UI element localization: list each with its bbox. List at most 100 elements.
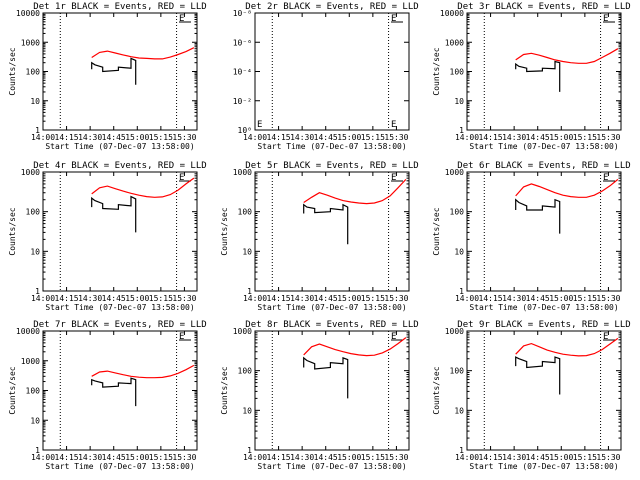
y-axis-label: Counts/sec (220, 207, 229, 255)
x-tick-label: 14:45 (102, 453, 126, 462)
y-tick-label: 10⁰ (238, 126, 252, 135)
x-tick-label: 14:00 (455, 453, 479, 462)
x-axis-label: Start Time (07-Dec-07 13:58:00) (257, 303, 406, 312)
x-tick-label: 15:15 (573, 453, 597, 462)
y-tick-label: 100 (26, 208, 41, 217)
legend-glyph: E (179, 14, 184, 24)
legend-glyph: E (603, 332, 608, 342)
y-tick-label: 100 (238, 208, 253, 217)
x-tick-label: 14:00 (243, 453, 267, 462)
x-tick-label: 15:30 (172, 133, 196, 142)
x-tick-label: 15:15 (149, 294, 173, 303)
y-tick-label: 10 (454, 247, 464, 256)
x-tick-label: 14:15 (55, 453, 79, 462)
series-line-lld (303, 337, 407, 357)
x-tick-label: 14:15 (267, 133, 291, 142)
y-tick-label: 10 (30, 247, 40, 256)
x-tick-label: 15:15 (149, 453, 173, 462)
panel-title: Det 7r BLACK = Events, RED = LLD (33, 320, 206, 330)
axes-frame (42, 12, 198, 131)
y-tick-label: 1 (459, 446, 464, 455)
x-tick-label: 15:00 (125, 133, 149, 142)
y-tick-label: 10⁻⁶ (233, 38, 252, 47)
series-line-lld (515, 178, 619, 198)
x-tick-label: 14:30 (502, 133, 526, 142)
x-tick-label: 15:30 (172, 453, 196, 462)
y-axis-label: Counts/sec (8, 207, 17, 255)
x-tick-label: 15:00 (549, 294, 573, 303)
x-tick-label: 14:45 (102, 133, 126, 142)
x-tick-label: 15:30 (384, 294, 408, 303)
y-tick-label: 10 (454, 406, 464, 415)
series-line-lld (303, 178, 407, 205)
axes-frame (254, 330, 410, 451)
series-line-lld (91, 47, 195, 60)
series-line-lld (91, 364, 195, 379)
series-line-events (515, 198, 561, 234)
y-tick-label: 1 (247, 287, 252, 296)
x-tick-label: 14:00 (31, 453, 55, 462)
x-tick-label: 15:30 (596, 453, 620, 462)
y-axis-label: Counts/sec (432, 366, 441, 414)
x-tick-label: 15:00 (337, 133, 361, 142)
x-tick-label: 14:30 (290, 294, 314, 303)
panel-title: Det 6r BLACK = Events, RED = LLD (457, 161, 630, 171)
y-axis-label: Counts/sec (8, 47, 17, 95)
x-tick-label: 14:00 (31, 133, 55, 142)
legend-glyph: E (391, 332, 396, 342)
x-tick-label: 15:00 (125, 294, 149, 303)
axes-frame (466, 171, 622, 292)
series-line-lld (91, 177, 195, 198)
y-axis-label: Counts/sec (432, 207, 441, 255)
x-tick-label: 15:00 (337, 453, 361, 462)
panel-title: Det 9r BLACK = Events, RED = LLD (457, 320, 630, 330)
y-tick-label: 1 (35, 446, 40, 455)
series-line-events (515, 356, 561, 395)
axes-frame (466, 330, 622, 451)
x-tick-label: 15:00 (125, 453, 149, 462)
series-line-lld (515, 337, 619, 357)
legend-glyph: E (257, 120, 262, 130)
x-tick-label: 14:30 (290, 453, 314, 462)
panel-title: Det 3r BLACK = Events, RED = LLD (457, 2, 630, 12)
y-tick-label: 10000 (440, 9, 464, 18)
x-tick-label: 14:15 (55, 133, 79, 142)
x-tick-label: 14:15 (55, 294, 79, 303)
x-tick-label: 14:45 (314, 133, 338, 142)
x-tick-label: 14:30 (502, 453, 526, 462)
panel-title: Det 5r BLACK = Events, RED = LLD (245, 161, 418, 171)
panel-title: Det 2r BLACK = Events, RED = LLD (245, 2, 418, 12)
y-tick-label: 10000 (16, 327, 40, 336)
x-tick-label: 15:00 (337, 294, 361, 303)
y-tick-label: 100 (26, 387, 41, 396)
y-tick-label: 10⁻² (233, 97, 252, 106)
y-tick-label: 1 (459, 126, 464, 135)
series-line-events (303, 203, 349, 245)
series-line-events (91, 57, 137, 85)
y-tick-label: 1000 (445, 168, 464, 177)
x-tick-label: 14:15 (267, 294, 291, 303)
y-axis-label: Counts/sec (220, 366, 229, 414)
x-tick-label: 15:15 (361, 133, 385, 142)
x-tick-label: 15:00 (549, 133, 573, 142)
axes-frame (42, 330, 198, 451)
x-tick-label: 14:15 (479, 453, 503, 462)
series-line-events (91, 377, 137, 407)
panel-title: Det 1r BLACK = Events, RED = LLD (33, 2, 206, 12)
x-tick-label: 14:30 (290, 133, 314, 142)
x-tick-label: 15:15 (573, 133, 597, 142)
y-axis-label: Counts/sec (432, 47, 441, 95)
x-tick-label: 14:30 (78, 133, 102, 142)
x-axis-label: Start Time (07-Dec-07 13:58:00) (469, 142, 618, 151)
x-tick-label: 15:30 (596, 133, 620, 142)
axes-frame (254, 12, 410, 131)
y-tick-label: 10 (454, 97, 464, 106)
y-tick-label: 10⁻⁸ (233, 9, 252, 18)
